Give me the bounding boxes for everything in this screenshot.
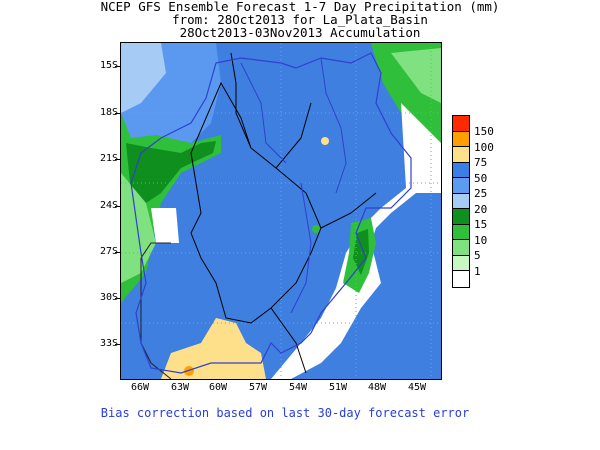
lon-label-48w: 48W (367, 382, 387, 393)
legend-swatch-25 (453, 178, 469, 194)
legend-label-15: 15 (474, 218, 488, 231)
lat-label-15s: 15S (99, 60, 118, 71)
lat-label-18s: 18S (99, 107, 118, 118)
legend-swatch-5 (453, 240, 469, 256)
legend-label-10: 10 (474, 234, 488, 247)
lat-tick (115, 66, 120, 67)
legend-swatch-15 (453, 209, 469, 225)
lat-tick (115, 252, 120, 253)
lat-tick (115, 113, 120, 114)
title-block: NCEP GFS Ensemble Forecast 1-7 Day Preci… (0, 0, 600, 39)
legend-label-20: 20 (474, 203, 488, 216)
legend-label-5: 5 (474, 249, 481, 262)
precip-20-northwest (121, 43, 166, 113)
legend-swatch-50 (453, 162, 469, 178)
precip-75-spot (321, 137, 329, 145)
lon-label-66w: 66W (130, 382, 150, 393)
lat-label-24s: 24S (99, 200, 118, 211)
legend-swatch-20 (453, 193, 469, 209)
precip-5-northeast (391, 48, 441, 103)
lat-label-27s: 27S (99, 246, 118, 257)
bias-correction-note: Bias correction based on last 30-day for… (100, 406, 470, 420)
precip-15-western (126, 141, 216, 203)
map-svg (121, 43, 441, 379)
lat-tick (115, 298, 120, 299)
lat-tick (115, 344, 120, 345)
legend-label-1: 1 (474, 265, 481, 278)
lon-label-51w: 51W (328, 382, 348, 393)
argentina-border (140, 242, 172, 379)
lon-label-54w: 54W (288, 382, 308, 393)
precipitation-map (120, 42, 442, 380)
precip-dry-patch (151, 208, 179, 243)
legend-label-100: 100 (474, 141, 494, 154)
precip-75-south (161, 318, 266, 379)
lon-label-57w: 57W (248, 382, 268, 393)
la-plata-basin-outline (130, 52, 412, 374)
title-line-1: NCEP GFS Ensemble Forecast 1-7 Day Preci… (100, 0, 500, 14)
lat-label-33s: 33S (99, 338, 118, 349)
lon-label-63w: 63W (170, 382, 190, 393)
lon-label-60w: 60W (208, 382, 228, 393)
precip-15-coastal (353, 229, 369, 275)
river-lines (240, 57, 347, 314)
legend-swatch-150 (453, 116, 469, 132)
lat-tick (115, 206, 120, 207)
lon-label-45w: 45W (407, 382, 427, 393)
legend-label-75: 75 (474, 156, 488, 169)
legend-swatch-10 (453, 224, 469, 240)
precip-100-spot (184, 366, 194, 376)
title-line-2: from: 28Oct2013 for La_Plata_Basin (172, 12, 428, 27)
legend-swatch-1 (453, 255, 469, 271)
title-line-3: 28Oct2013-03Nov2013 Accumulation (179, 25, 421, 40)
legend-swatch-100 (453, 131, 469, 147)
precip-10-spot (312, 225, 320, 233)
map-grid-lines-lat (121, 112, 441, 324)
lat-tick (115, 159, 120, 160)
precip-5-western (121, 173, 156, 283)
lat-label-30s: 30S (99, 292, 118, 303)
country-borders-extra (230, 52, 377, 374)
legend-swatch-75 (453, 147, 469, 163)
legend-label-50: 50 (474, 172, 488, 185)
lat-label-21s: 21S (99, 153, 118, 164)
precip-legend (452, 115, 470, 288)
legend-label-25: 25 (474, 187, 488, 200)
country-borders (190, 81, 322, 324)
legend-swatch-0 (453, 271, 469, 287)
legend-label-150: 150 (474, 125, 494, 138)
